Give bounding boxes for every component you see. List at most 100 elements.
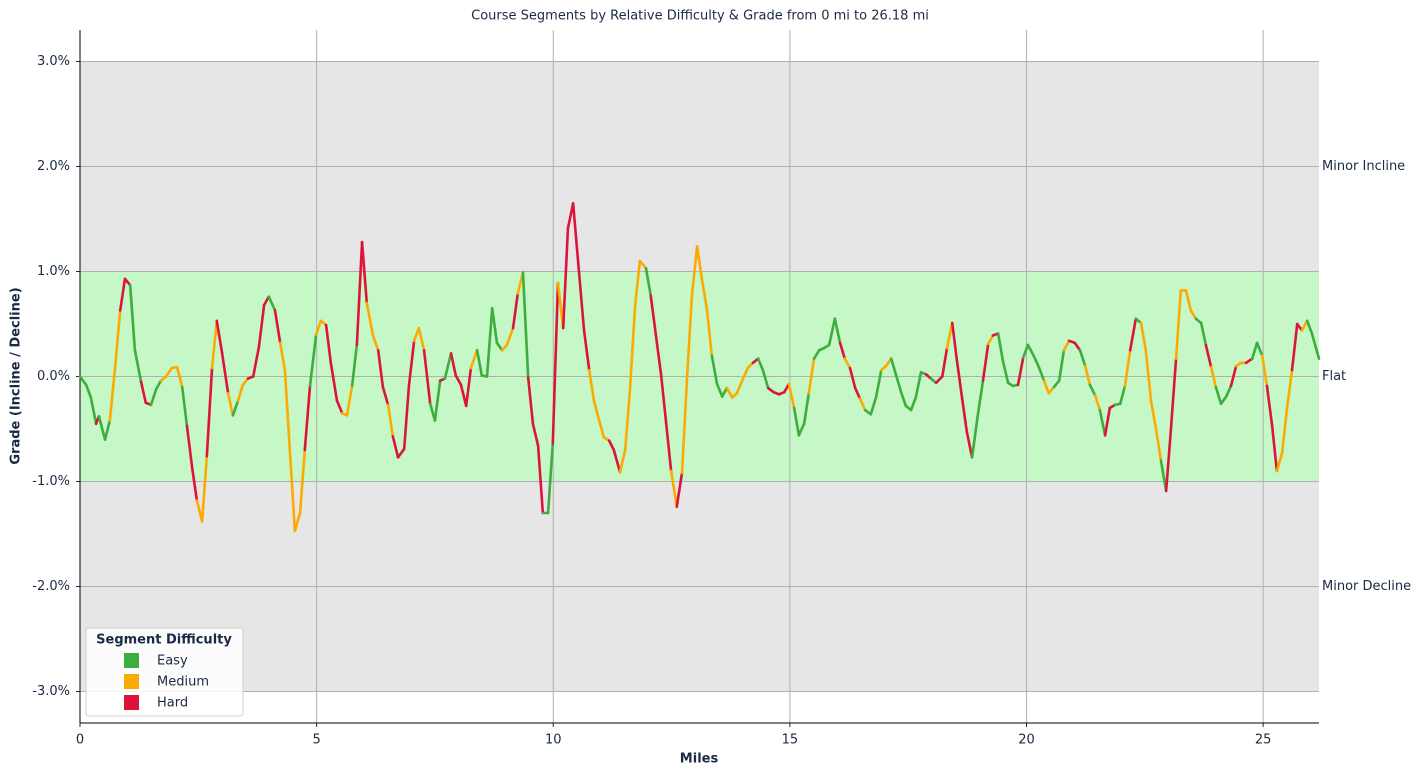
segment (996, 332, 1005, 363)
segment (1250, 341, 1259, 360)
y-tick-label: 1.0% (37, 264, 70, 279)
segment (371, 334, 380, 352)
segment (505, 326, 515, 347)
segment (858, 397, 867, 412)
x-axis-label: Miles (680, 752, 719, 767)
segment (649, 294, 658, 337)
segment (546, 442, 555, 515)
segment (133, 348, 143, 384)
segment (960, 397, 969, 434)
segment (874, 368, 883, 399)
segment (914, 370, 923, 399)
segment (618, 448, 627, 474)
x-tick-label: 20 (1018, 733, 1035, 748)
segment (118, 277, 127, 312)
segment (139, 380, 148, 405)
segment (226, 391, 235, 417)
segment (976, 379, 985, 417)
segment (1098, 408, 1107, 437)
legend-label: Hard (157, 696, 188, 711)
segment (490, 306, 499, 345)
segment (587, 368, 596, 402)
segment (495, 341, 504, 352)
course-line (78, 201, 1321, 533)
y-tick-label: -3.0% (32, 684, 70, 699)
segment (386, 403, 395, 438)
segment (350, 343, 359, 388)
segment (278, 341, 287, 372)
segment (1199, 321, 1208, 347)
legend-title: Segment Difficulty (96, 633, 232, 648)
segment (113, 309, 122, 370)
segment (511, 292, 520, 330)
segment (802, 391, 811, 426)
segment (97, 415, 107, 441)
segment (638, 259, 648, 270)
segment (1047, 385, 1056, 395)
segment (654, 334, 663, 377)
segment (1026, 343, 1036, 358)
segment (433, 379, 442, 422)
segment (267, 295, 277, 312)
segment (396, 447, 406, 459)
segment (597, 419, 606, 439)
segment (1255, 341, 1264, 357)
segment (1189, 309, 1198, 321)
segment (215, 319, 224, 354)
segment (180, 385, 189, 428)
segment (756, 357, 765, 372)
segment (1062, 339, 1071, 352)
annotation: Flat (1322, 369, 1346, 384)
segment (1164, 428, 1173, 493)
segment (149, 387, 158, 407)
segment (705, 309, 714, 357)
segment (407, 339, 416, 388)
segment (675, 471, 684, 509)
segment (1149, 399, 1158, 432)
segment (659, 374, 668, 422)
segment (741, 366, 750, 380)
segment (720, 386, 729, 398)
segment (700, 277, 709, 312)
segment (843, 357, 852, 370)
segment (1290, 322, 1299, 372)
segment (1260, 354, 1269, 388)
segment (899, 390, 908, 408)
segment (391, 435, 400, 459)
segment (792, 406, 801, 437)
segment (669, 469, 679, 509)
chart-title: Course Segments by Relative Difficulty &… (471, 9, 929, 24)
segment (236, 383, 245, 402)
legend-swatch (124, 653, 139, 668)
segment (1219, 395, 1228, 406)
x-tick-label: 10 (545, 733, 562, 748)
segment (797, 422, 806, 437)
segment (623, 388, 632, 452)
segment (1154, 428, 1163, 462)
segment (1285, 368, 1294, 412)
segment (664, 419, 673, 473)
y-tick-label: 2.0% (37, 159, 70, 174)
annotation: Minor Incline (1322, 159, 1405, 174)
segment (185, 424, 194, 470)
segment (934, 375, 944, 385)
segment (108, 366, 117, 422)
segment (78, 375, 88, 387)
segment (735, 377, 745, 395)
segment (345, 384, 354, 417)
segment (695, 245, 704, 281)
segment (521, 271, 530, 379)
segment (812, 348, 821, 360)
segment (582, 328, 591, 372)
segment (889, 357, 898, 376)
segment (965, 430, 974, 459)
segment (853, 386, 862, 400)
legend-box (85, 627, 244, 717)
segment (324, 323, 333, 365)
segment (103, 419, 112, 441)
segment (231, 399, 240, 417)
segment (288, 453, 297, 533)
segment (1103, 406, 1112, 437)
segment (283, 368, 292, 457)
